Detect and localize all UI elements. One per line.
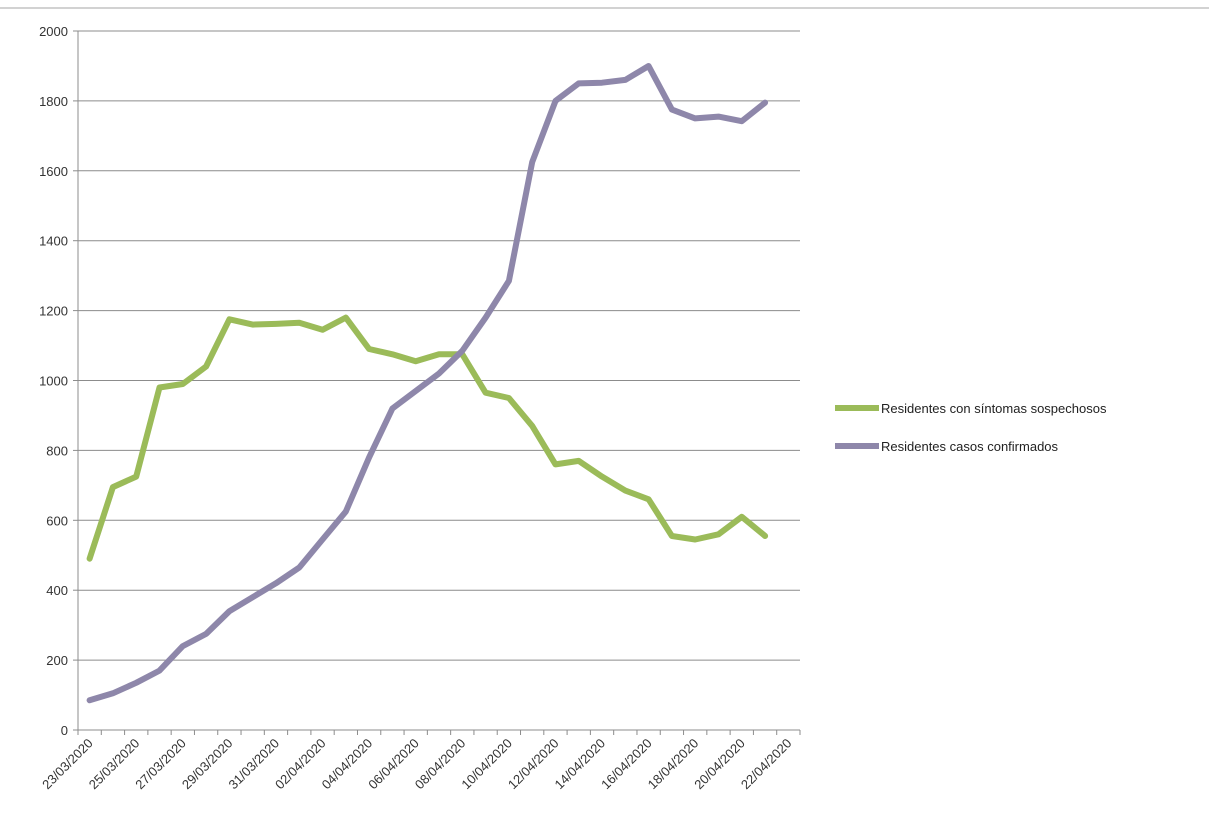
x-axis: 23/03/202025/03/202027/03/202029/03/2020… (39, 729, 801, 793)
data-point (182, 383, 184, 385)
data-point (485, 392, 487, 394)
data-point (438, 353, 440, 355)
data-point (694, 539, 696, 541)
y-tick-label: 2000 (39, 24, 68, 39)
data-point (601, 82, 603, 84)
data-point (322, 539, 324, 541)
data-point (764, 102, 766, 104)
data-point (135, 476, 137, 478)
data-point (578, 82, 580, 84)
data-point (345, 317, 347, 319)
data-point (741, 120, 743, 122)
data-point (89, 699, 91, 701)
data-point (415, 390, 417, 392)
series-line (86, 314, 769, 562)
y-tick-label: 1400 (39, 234, 68, 249)
data-point (601, 476, 603, 478)
data-point (252, 596, 254, 598)
legend-entry-suspected: Residentes con síntomas sospechosos (835, 401, 1107, 416)
data-point (298, 322, 300, 324)
data-point (717, 533, 719, 535)
data-point (554, 100, 556, 102)
y-axis: 0 200 400 600 800 1000 1200 1400 1600 1800 2000 (39, 24, 79, 738)
y-tick-label: 0 (61, 723, 68, 738)
data-point (391, 407, 393, 409)
data-point (624, 490, 626, 492)
data-point (89, 558, 91, 560)
data-point (671, 535, 673, 537)
data-point (252, 324, 254, 326)
data-point (764, 535, 766, 537)
series-confirmed (86, 63, 769, 704)
data-point (391, 353, 393, 355)
data-point (531, 161, 533, 163)
data-point (368, 348, 370, 350)
data-point (135, 682, 137, 684)
data-point (717, 116, 719, 118)
data-point (624, 79, 626, 81)
data-point (228, 318, 230, 320)
data-point (741, 516, 743, 518)
y-tick-label: 1000 (39, 374, 68, 389)
data-point (159, 670, 161, 672)
data-point (205, 366, 207, 368)
series-line (86, 63, 769, 704)
legend: Residentes con síntomas sospechosos Resi… (835, 401, 1107, 454)
y-tick-label: 600 (46, 513, 68, 528)
data-point (159, 386, 161, 388)
legend-entry-confirmed: Residentes casos confirmados (835, 439, 1059, 454)
data-point (298, 566, 300, 568)
data-point (368, 456, 370, 458)
data-point (694, 117, 696, 119)
gridlines (78, 30, 800, 661)
y-tick-label: 200 (46, 653, 68, 668)
data-point (578, 460, 580, 462)
y-tick-label: 1600 (39, 164, 68, 179)
data-point (648, 65, 650, 67)
data-point (438, 373, 440, 375)
series-suspected (86, 314, 769, 562)
data-point (508, 280, 510, 282)
data-point (345, 511, 347, 513)
data-point (554, 463, 556, 465)
y-tick-label: 1200 (39, 304, 68, 319)
y-tick-label: 1800 (39, 94, 68, 109)
legend-label-confirmed: Residentes casos confirmados (881, 439, 1059, 454)
y-tick-label: 400 (46, 583, 68, 598)
data-point (531, 425, 533, 427)
x-tick-label: 22/04/2020 (738, 736, 795, 793)
data-point (228, 610, 230, 612)
data-point (112, 486, 114, 488)
data-point (205, 633, 207, 635)
data-point (508, 397, 510, 399)
data-point (322, 329, 324, 331)
data-point (461, 350, 463, 352)
y-tick-label: 800 (46, 443, 68, 458)
data-point (112, 692, 114, 694)
data-point (182, 645, 184, 647)
data-point (415, 360, 417, 362)
data-point (648, 498, 650, 500)
data-point (275, 323, 277, 325)
data-point (485, 317, 487, 319)
legend-label-suspected: Residentes con síntomas sospechosos (881, 401, 1107, 416)
data-point (671, 109, 673, 111)
data-point (275, 582, 277, 584)
series-layer (86, 63, 769, 704)
